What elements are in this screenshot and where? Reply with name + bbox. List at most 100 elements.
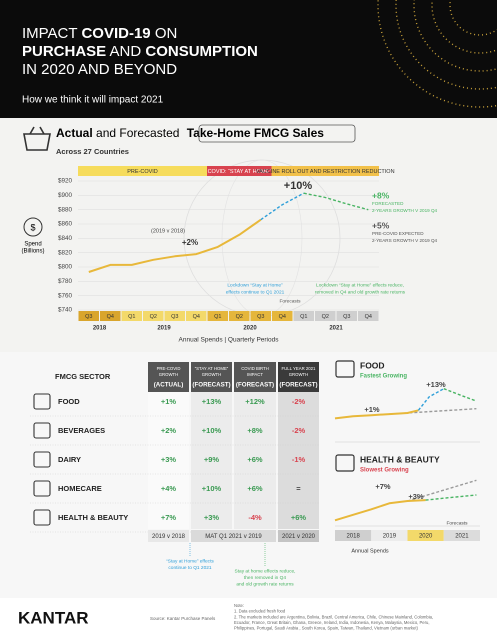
table-value: +3%	[161, 455, 177, 464]
y-tick-label: $780	[58, 278, 73, 285]
table-value: +2%	[161, 426, 177, 435]
series-line	[389, 408, 477, 415]
annotation: +3%	[408, 492, 424, 501]
year-band	[443, 530, 480, 541]
series-line	[425, 494, 477, 501]
annotation: +10%	[284, 180, 313, 192]
sector-icon	[33, 509, 51, 526]
year-label: 2021	[455, 534, 469, 540]
title-part: AND	[110, 43, 142, 60]
x-tick-label: Q3	[85, 314, 92, 320]
table-value: +7%	[161, 513, 177, 522]
column-subheader: (ACTUAL)	[154, 382, 184, 389]
y-tick-label: $740	[58, 307, 73, 314]
table-value: +6%	[247, 484, 263, 493]
table-value: +10%	[202, 484, 222, 493]
table-value: +6%	[247, 455, 263, 464]
phase-band	[78, 166, 207, 176]
table-header: FMCG SECTOR	[55, 372, 111, 381]
column-header: “STAY AT HOME”	[195, 366, 229, 371]
table-value: +10%	[202, 426, 222, 435]
column-subheader: (FORECAST)	[192, 382, 230, 389]
series-line	[417, 388, 445, 411]
category-box	[358, 311, 379, 321]
x-axis-label: Annual Spends | Quarterly Periods	[179, 337, 280, 344]
column-header: PRE-COVID	[157, 366, 181, 371]
column-header: FULL YEAR 2021	[282, 366, 317, 371]
series-line	[260, 192, 305, 221]
table-footer: 2019 v 2018	[152, 534, 186, 540]
title-box	[198, 124, 356, 143]
small-chart-title: FOOD	[360, 360, 385, 370]
series-line	[334, 499, 426, 522]
sector-icon	[33, 422, 51, 439]
annotation: removed in Q4 and old growth rate return…	[315, 289, 406, 295]
column-bg	[234, 392, 276, 529]
title-line: IMPACT COVID-19 ON	[22, 25, 177, 42]
x-tick-label: Q3	[343, 314, 350, 320]
y-tick-label: $840	[58, 235, 73, 242]
sector-icon	[33, 480, 51, 497]
annotation: (2019 v 2018)	[151, 228, 185, 234]
column-subheader: (FORECAST)	[236, 382, 274, 389]
table-footer-bg	[278, 530, 319, 542]
table-footer-bg	[191, 530, 276, 542]
brand: KANTAR	[18, 608, 89, 627]
year-label: 2019	[383, 534, 397, 540]
spend-icon	[23, 217, 43, 237]
table-footer-bg	[148, 530, 189, 542]
sector-name: HOMECARE	[58, 484, 102, 493]
source: Source: Kantar Purchase Panels	[150, 616, 216, 621]
y-tick-label: $900	[58, 192, 73, 199]
phase-band	[271, 166, 379, 176]
table-value: +8%	[247, 426, 263, 435]
series-line	[334, 409, 419, 420]
table-note: Stay at home effects reduce,	[235, 568, 296, 574]
x-tick-label: Q3	[257, 314, 264, 320]
column-bg	[148, 392, 189, 529]
title-line: PURCHASE AND CONSUMPTION	[22, 43, 258, 60]
table-footer: MAT Q1 2021 v 2019	[205, 534, 262, 540]
category-box	[336, 311, 357, 321]
year-band	[371, 530, 408, 541]
annotation: FORECASTED	[372, 201, 404, 206]
x-tick-label: Q2	[236, 314, 243, 320]
year-label: 2020	[419, 534, 433, 540]
title-part: CONSUMPTION	[145, 43, 258, 60]
chart-subtitle: Across 27 Countries	[56, 147, 129, 156]
annotation: Forecasts	[279, 298, 301, 304]
year-label: 2020	[243, 326, 257, 332]
table-value: +1%	[161, 397, 177, 406]
table-note: and old growth rate returns	[236, 581, 294, 587]
x-tick-label: Q1	[214, 314, 221, 320]
y-axis-label: (Billions)	[21, 249, 44, 255]
table-value: -4%	[248, 513, 262, 522]
column-header-bg	[191, 362, 232, 392]
category-box	[186, 311, 207, 321]
column-header-bg	[148, 362, 189, 392]
column-bg	[191, 392, 232, 529]
x-tick-label: Q4	[279, 314, 286, 320]
table-value: -1%	[292, 455, 306, 464]
y-tick-label: $760	[58, 292, 73, 299]
subtitle: How we think it will impact 2021	[22, 95, 164, 106]
column-header: IMPACT	[247, 372, 263, 377]
header-band	[0, 0, 497, 118]
annotation: +7%	[375, 482, 391, 491]
column-header-bg	[234, 362, 276, 392]
footnote: Ecuador, France, Great Britain, Ghana, G…	[234, 620, 430, 625]
table-value: +3%	[204, 513, 220, 522]
series-line	[407, 479, 477, 502]
table-value: =	[296, 484, 301, 493]
table-value: -2%	[292, 426, 306, 435]
table-note: “Stay at Home” effects	[166, 558, 214, 564]
year-label: 2019	[157, 326, 171, 332]
category-box	[207, 311, 228, 321]
annotation: Lockdown “Stay at Home”	[227, 282, 283, 288]
title-part: Actual	[56, 126, 93, 140]
series-line	[88, 218, 262, 273]
series-line	[443, 388, 477, 402]
x-tick-label: Q4	[107, 314, 114, 320]
year-label: 2018	[93, 326, 107, 332]
title-part: Take-Home FMCG Sales	[187, 126, 324, 140]
